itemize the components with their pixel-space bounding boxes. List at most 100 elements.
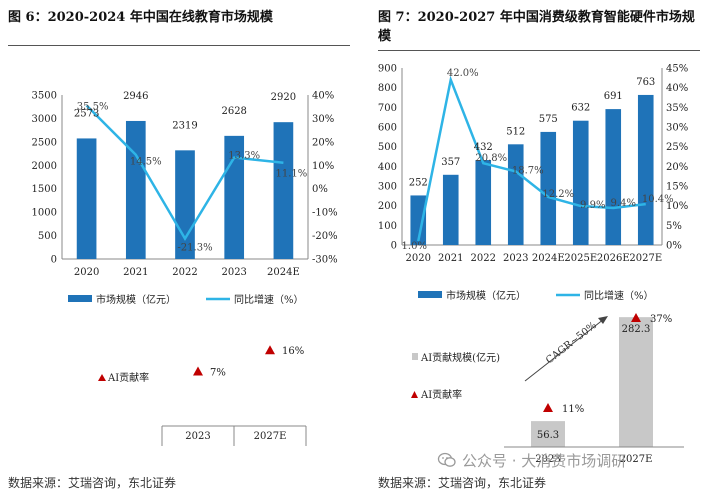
right-chart-left-tick-label: 100: [378, 221, 397, 232]
right-chart-right-tick-label: 5%: [666, 221, 682, 232]
left-chart-growth-line: [85, 104, 284, 242]
ai-scale-rate-marker: [543, 403, 553, 412]
right-chart-category-label: 2022: [471, 253, 496, 264]
left-chart-bar: [76, 138, 97, 259]
right-chart-bar: [475, 160, 492, 245]
left-chart-left-tick-label: 0: [51, 255, 57, 266]
ai-scale-legend-rate-label: AI贡献率: [420, 388, 462, 401]
left-chart-right-tick-label: -10%: [312, 208, 338, 219]
ai-scale-category-label: 2023: [535, 454, 560, 465]
left-chart-left-tick-label: 3000: [32, 114, 57, 125]
right-chart-bar: [572, 120, 589, 245]
right-title-rule: [378, 50, 700, 51]
left-chart-category-label: 2023: [221, 267, 246, 278]
ai-scale-value-label: 282.3: [622, 324, 651, 335]
left-chart-legend-bar-label: 市场规模（亿元）: [96, 293, 176, 306]
left-chart-left-tick-label: 500: [38, 231, 57, 242]
right-chart-bar-value-label: 512: [506, 126, 525, 137]
left-chart-category-label: 2020: [74, 267, 99, 278]
right-chart-growth-value-label: 9.4%: [611, 198, 636, 209]
right-chart-bar-value-label: 632: [571, 103, 590, 114]
left-chart-right-tick-label: 20%: [312, 137, 334, 148]
right-source-note: 数据来源：艾瑞咨询，东北证券: [378, 476, 547, 490]
right-chart-bar: [605, 109, 622, 245]
ai-scale-legend-marker: [411, 391, 418, 398]
ai-scale-bar: [531, 421, 565, 447]
right-chart-right-tick-label: 15%: [666, 182, 688, 193]
left-chart-category-label: 2024E: [267, 267, 300, 278]
right-chart-left-tick-label: 300: [378, 182, 397, 193]
ai-scale-category-label: 2027E: [620, 454, 653, 465]
left-chart-right-tick-label: 10%: [312, 161, 334, 172]
right-chart-bar-value-label: 357: [441, 157, 460, 168]
right-chart-bar: [442, 174, 459, 245]
left-chart-legend-line-label: 同比增速（%）: [234, 293, 304, 306]
right-chart-right-tick-label: 35%: [666, 103, 688, 114]
right-chart-growth-value-label: 12.2%: [542, 189, 574, 200]
right-chart-category-label: 2021: [438, 253, 463, 264]
left-chart-growth-value-label: 13.3%: [228, 151, 260, 162]
right-chart-right-tick-label: 40%: [666, 83, 688, 94]
left-chart-bar: [125, 120, 146, 259]
right-chart-legend-bar-swatch: [418, 291, 442, 298]
left-chart-bar-value-label: 2628: [221, 106, 246, 117]
ai-scale-rate-label: 11%: [562, 404, 584, 415]
left-chart-growth-value-label: 14.5%: [130, 157, 162, 168]
right-chart-bar-value-label: 763: [636, 77, 655, 88]
right-chart-growth-value-label: 18.7%: [512, 165, 544, 176]
ai-rate-marker: [193, 366, 203, 376]
ai-scale-rate-label: 37%: [650, 314, 672, 325]
right-chart-growth-value-label: 20.8%: [475, 153, 507, 164]
right-chart-growth-value-label: 9.9%: [580, 200, 605, 211]
right-chart-growth-value-label: 10.4%: [642, 194, 674, 205]
right-chart-legend-line-label: 同比增速（%）: [584, 289, 654, 302]
left-chart-left-tick-label: 1500: [32, 184, 57, 195]
left-chart-bar-value-label: 2319: [172, 120, 197, 131]
right-chart-right-tick-label: 30%: [666, 123, 688, 134]
left-title-rule: [8, 45, 350, 46]
left-source-note: 数据来源：艾瑞咨询，东北证券: [8, 476, 177, 490]
ai-scale-legend-label: AI贡献规模(亿元): [420, 351, 500, 364]
right-chart-bar: [410, 195, 427, 245]
ai-rate-legend-marker: [98, 374, 106, 381]
right-chart-bar: [637, 94, 654, 246]
right-chart-category-label: 2023: [503, 253, 528, 264]
right-chart-left-tick-label: 900: [378, 64, 397, 75]
wechat-icon: [437, 452, 456, 467]
right-chart-left-tick-label: 0: [391, 241, 397, 252]
cagr-annotation: CAGR~50%: [544, 320, 599, 366]
ai-scale-bar: [619, 317, 653, 447]
ai-scale-legend-swatch: [412, 353, 418, 360]
right-chart-title: 图 7：2020-2027 年中国消费级教育智能硬件市场规模: [378, 10, 695, 44]
watermark-text: 公众号 · 大消费市场调研: [462, 452, 627, 470]
right-chart-left-tick-label: 700: [378, 103, 397, 114]
right-chart-category-label: 2026E: [597, 253, 630, 264]
right-chart-right-tick-label: 10%: [666, 201, 688, 212]
ai-rate-value-label: 7%: [210, 367, 226, 378]
cagr-arrow-line: [524, 318, 605, 382]
left-chart-bar-value-label: 2920: [271, 92, 296, 103]
right-chart-category-label: 2025E: [564, 253, 597, 264]
left-chart-growth-value-label: 11.1%: [276, 169, 308, 180]
right-chart-growth-value-label: 1.0%: [402, 241, 427, 252]
right-chart-legend-bar-label: 市场规模（亿元）: [446, 289, 526, 302]
ai-rate-legend-label: AI贡献率: [107, 371, 149, 384]
left-chart-left-tick-label: 2000: [32, 161, 57, 172]
right-chart-left-tick-label: 600: [378, 123, 397, 134]
right-chart-bar-value-label: 252: [409, 177, 428, 188]
right-chart-right-tick-label: 20%: [666, 162, 688, 173]
right-chart-bar-value-label: 691: [604, 91, 623, 102]
right-chart-left-tick-label: 800: [378, 83, 397, 94]
ai-rate-category-label: 2023: [185, 431, 210, 442]
right-chart-bar: [540, 131, 557, 245]
left-chart-left-tick-label: 1000: [32, 208, 57, 219]
left-chart-category-label: 2021: [123, 267, 148, 278]
left-chart-right-tick-label: 40%: [312, 91, 334, 102]
left-chart-bar-value-label: 2573: [74, 108, 99, 119]
ai-rate-value-label: 16%: [282, 346, 304, 357]
right-chart-right-tick-label: 0%: [666, 241, 682, 252]
right-chart-bar-value-label: 575: [539, 114, 558, 125]
left-chart-bar: [273, 122, 294, 259]
left-chart-left-tick-label: 2500: [32, 137, 57, 148]
